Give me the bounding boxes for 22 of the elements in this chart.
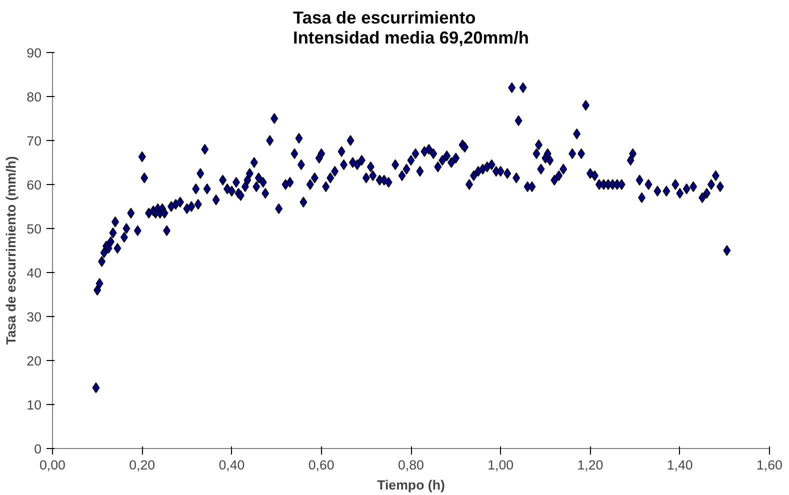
y-axis-title: Tasa de escurrimiento (mm/h): [4, 156, 19, 345]
y-tick-label: 0: [34, 442, 42, 456]
x-tick-label: 0,00: [40, 458, 66, 472]
y-tick-label: 40: [26, 266, 42, 280]
x-tick-label: 0,80: [398, 458, 424, 472]
y-tick-label: 80: [26, 90, 42, 104]
x-axis-title: Tiempo (h): [377, 478, 445, 492]
y-tick-label: 50: [26, 222, 42, 236]
chart-title: Tasa de escurrimiento Intensidad media 69,20mm/h: [293, 8, 529, 48]
x-tick-label: 1,20: [577, 458, 604, 472]
x-tick-label: 1,60: [756, 458, 782, 472]
x-tick-label: 1,00: [488, 458, 514, 472]
x-tick-label: 0,40: [218, 458, 245, 472]
y-tick-label: 10: [26, 398, 42, 412]
x-tick-label: 1,40: [666, 458, 693, 472]
y-tick-label: 90: [26, 46, 42, 60]
x-tick-label: 0,60: [308, 458, 334, 472]
y-tick-label: 30: [26, 310, 42, 324]
x-tick-label: 0,20: [129, 458, 156, 472]
y-tick-label: 70: [26, 134, 42, 148]
y-tick-label: 60: [26, 178, 42, 192]
y-tick-label: 20: [26, 354, 42, 368]
